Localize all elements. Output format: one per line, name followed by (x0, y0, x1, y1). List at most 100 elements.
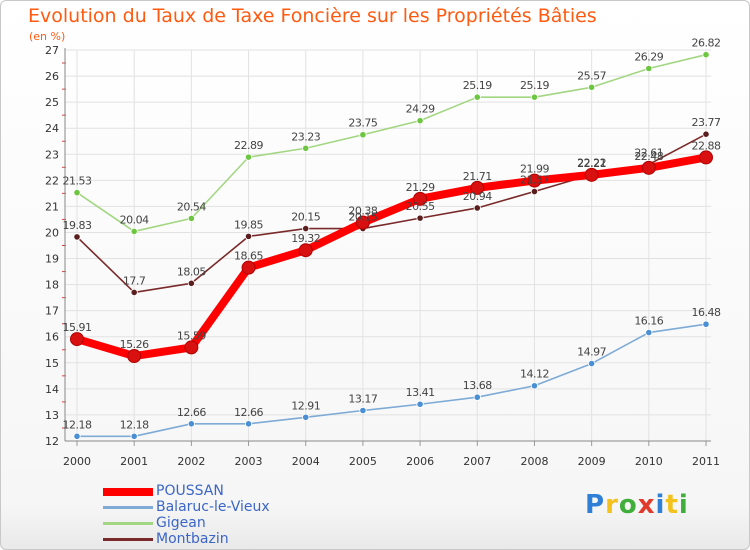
data-point (187, 420, 195, 428)
data-label: 13.68 (463, 379, 492, 392)
legend-swatch (103, 506, 153, 509)
data-label: 12.66 (177, 406, 206, 419)
data-point (298, 243, 313, 258)
data-point (73, 432, 81, 440)
legend-swatch (103, 522, 153, 525)
legend-label: Gigean (156, 515, 206, 531)
data-point (302, 413, 310, 421)
y-tick-label: 23 (45, 148, 59, 161)
chart-subtitle: (en %) (29, 30, 66, 43)
y-tick-label: 21 (45, 200, 59, 213)
data-label: 26.82 (692, 37, 721, 50)
x-tick-label: 2006 (406, 455, 434, 468)
x-tick-label: 2000 (63, 455, 91, 468)
data-label: 20.04 (120, 213, 149, 226)
data-label: 23.77 (692, 116, 721, 129)
data-point (416, 214, 424, 222)
data-point (241, 260, 256, 275)
data-label: 15.59 (177, 329, 206, 342)
data-point (184, 340, 199, 355)
y-tick-label: 22 (45, 174, 59, 187)
data-label: 23.23 (291, 130, 320, 143)
legend-item: Gigean (103, 515, 303, 531)
y-tick-label: 26 (45, 70, 59, 83)
y-tick-label: 13 (45, 409, 59, 422)
data-point (130, 227, 138, 236)
data-point (127, 349, 142, 364)
data-label: 20.55 (406, 200, 435, 213)
data-point (699, 150, 713, 165)
y-tick-label: 15 (45, 357, 59, 370)
data-point (187, 279, 195, 287)
data-label: 19.32 (291, 232, 320, 245)
data-point (416, 117, 424, 125)
data-point (702, 51, 710, 59)
data-point (584, 167, 599, 182)
data-point (244, 232, 253, 240)
logo-letter: o (618, 490, 638, 520)
data-point (413, 191, 428, 206)
x-tick-label: 2001 (120, 455, 148, 468)
chart-title: Evolution du Taux de Taxe Foncière sur l… (28, 5, 597, 27)
x-tick-label: 2009 (578, 455, 606, 468)
data-label: 21.29 (406, 181, 435, 194)
data-point (530, 187, 539, 196)
data-label: 20.38 (348, 205, 377, 218)
data-point (130, 288, 138, 297)
x-tick-label: 2011 (692, 455, 720, 468)
data-label: 14.12 (520, 368, 549, 381)
y-tick-label: 14 (45, 383, 59, 396)
data-point (527, 173, 542, 188)
data-point (473, 204, 481, 212)
data-label: 19.85 (234, 218, 263, 231)
y-tick-label: 17 (45, 305, 59, 318)
x-tick-label: 2003 (235, 455, 263, 468)
data-label: 20.15 (291, 211, 320, 224)
data-point (702, 320, 710, 328)
y-tick-label: 20 (45, 226, 59, 239)
x-tick-label: 2002 (177, 455, 205, 468)
data-label: 22.61 (634, 146, 663, 159)
legend-label: POUSSAN (156, 483, 224, 499)
y-tick-label: 12 (45, 435, 59, 448)
data-point (130, 432, 138, 440)
series-line-poussan (73, 153, 710, 361)
data-label: 25.19 (463, 79, 492, 92)
data-point (359, 406, 367, 415)
x-tick-label: 2008 (520, 455, 548, 468)
data-label: 22.22 (577, 157, 606, 170)
data-point (641, 160, 656, 175)
data-point (588, 359, 596, 368)
data-point (473, 393, 481, 401)
logo-letter: P (585, 490, 606, 520)
data-point (702, 130, 710, 138)
data-label: 18.65 (234, 250, 263, 263)
data-point (470, 180, 485, 195)
y-tick-label: 16 (45, 331, 59, 344)
data-point (187, 214, 195, 222)
data-point (244, 420, 253, 428)
data-label: 13.17 (348, 393, 377, 406)
data-point (73, 188, 81, 197)
data-label: 22.89 (234, 139, 263, 152)
data-point (302, 144, 310, 152)
data-label: 18.05 (177, 265, 206, 278)
data-label: 12.18 (63, 418, 92, 431)
data-label: 20.94 (463, 190, 492, 203)
data-label: 16.48 (692, 306, 721, 319)
data-point (355, 215, 370, 230)
data-label: 20.54 (177, 200, 206, 213)
data-label: 12.66 (234, 406, 263, 419)
data-point (70, 332, 84, 347)
data-label: 17.7 (123, 274, 146, 287)
legend-swatch (103, 488, 153, 496)
data-label: 22.88 (692, 139, 721, 152)
data-point (73, 233, 81, 241)
data-label: 14.97 (577, 346, 606, 359)
series-line-gigean (76, 53, 707, 233)
x-tick-label: 2005 (349, 455, 377, 468)
logo-letter: t (665, 490, 679, 520)
logo-letter: x (637, 490, 656, 520)
data-label: 25.19 (520, 79, 549, 92)
